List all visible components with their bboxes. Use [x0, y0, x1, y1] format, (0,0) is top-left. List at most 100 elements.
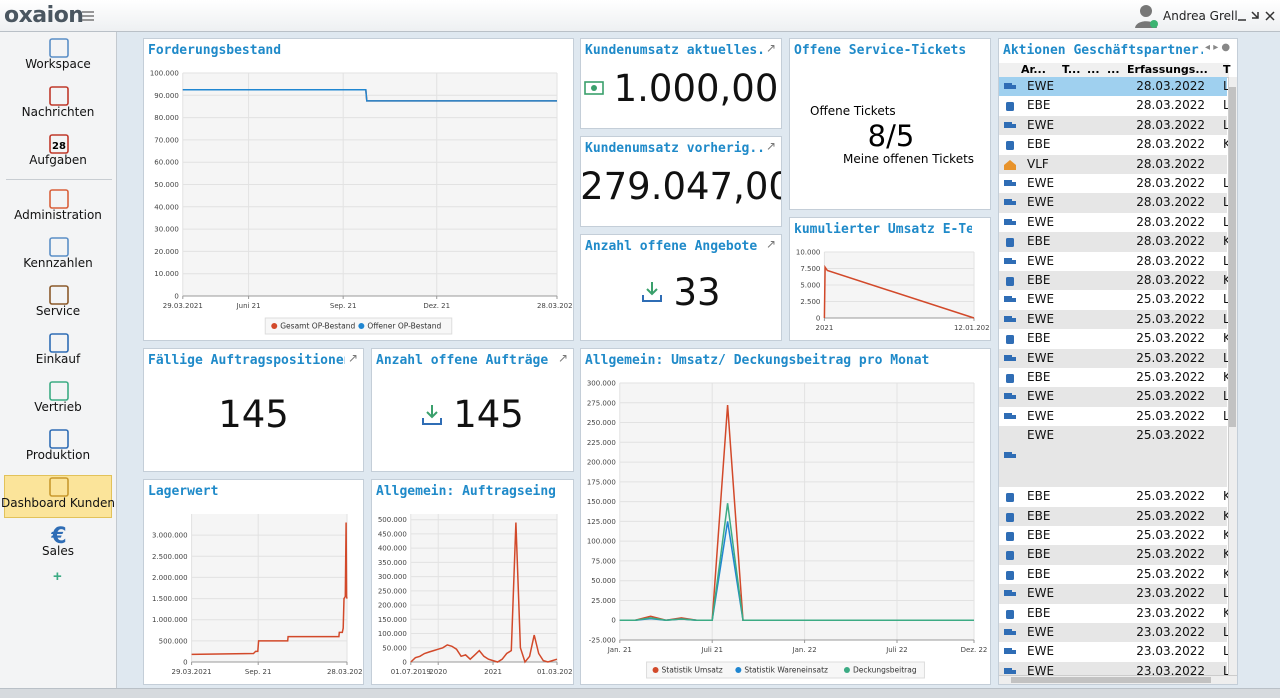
expand-icon[interactable]: ↗	[347, 351, 358, 365]
table-row[interactable]: EBE 28.03.2022 K	[999, 271, 1228, 291]
column-header[interactable]: ...	[1087, 63, 1100, 76]
icon-shape	[1012, 592, 1016, 597]
row-icon	[1004, 296, 1016, 303]
x-tick-label: 29.03.2021	[163, 302, 203, 310]
row-code: EBE	[1027, 547, 1051, 562]
icon-shape	[1004, 590, 1012, 597]
table-row[interactable]: EWE 25.03.2022 L	[999, 290, 1228, 310]
expand-icon[interactable]: ↗	[557, 351, 568, 365]
nav-icon[interactable]	[47, 476, 71, 498]
table-row[interactable]: EWE 25.03.2022 L	[999, 406, 1228, 427]
nav-label[interactable]: Sales	[42, 544, 74, 558]
row-extra: L	[1223, 215, 1228, 229]
table-nav[interactable]: ◂ ▸ ●	[1205, 42, 1231, 53]
nav-icon[interactable]	[47, 85, 71, 107]
nav-icon[interactable]	[47, 380, 71, 402]
table-row[interactable]: EWE 25.03.2022 L	[999, 348, 1228, 368]
icon-shape	[49, 477, 69, 497]
menu-icon[interactable]	[82, 10, 94, 22]
row-extra: L	[1223, 176, 1228, 190]
table-row[interactable]: EWE 23.03.2022 L	[999, 623, 1228, 643]
h-scroll-thumb[interactable]	[1011, 677, 1211, 683]
table-row[interactable]: EWE 25.03.2022 L	[999, 387, 1228, 407]
table-row[interactable]: EWE 28.03.2022 L	[999, 212, 1228, 233]
table-row[interactable]: EWE 25.03.2022	[999, 426, 1227, 488]
expand-icon[interactable]: ↗	[765, 237, 776, 251]
table-row[interactable]: EBE 23.03.2022 K	[999, 603, 1228, 623]
table-row[interactable]: EBE 25.03.2022 K	[999, 506, 1228, 526]
row-icon	[1004, 393, 1016, 400]
avatar[interactable]	[1134, 3, 1160, 29]
v-scroll-thumb[interactable]	[1229, 87, 1236, 427]
table-row[interactable]: EBE 28.03.2022 L	[999, 96, 1228, 116]
legend-label: Gesamt OP-Bestand	[280, 322, 355, 331]
table-row[interactable]: EWE 28.03.2022 L	[999, 174, 1228, 194]
add-button[interactable]: +	[53, 568, 62, 585]
nav-label[interactable]: Aufgaben	[29, 153, 87, 167]
user-name[interactable]: Andrea Grell	[1163, 9, 1238, 23]
nav-icon[interactable]: 28	[47, 133, 71, 155]
table-row[interactable]: EWE 28.03.2022 L	[999, 77, 1228, 97]
table-row[interactable]: EWE 28.03.2022 L	[999, 193, 1228, 213]
table-row[interactable]: EBE 25.03.2022 K	[999, 526, 1228, 546]
nav-icon[interactable]	[47, 37, 71, 59]
table-row[interactable]: EWE 25.03.2022 L	[999, 309, 1228, 330]
y-tick-label: 450.000	[378, 530, 407, 538]
legend-dot	[843, 667, 850, 673]
expand-icon[interactable]: ↗	[765, 139, 776, 153]
nav-label[interactable]: Workspace	[25, 57, 91, 71]
nav-label[interactable]: Nachrichten	[21, 105, 95, 119]
row-code: EBE	[1027, 137, 1051, 152]
row-extra: K	[1223, 547, 1228, 561]
table-row[interactable]: EWE 23.03.2022 L	[999, 642, 1228, 662]
table-row[interactable]: EWE 28.03.2022 L	[999, 115, 1228, 136]
table-row[interactable]: EBE 25.03.2022 K	[999, 545, 1228, 565]
nav-label[interactable]: Vertrieb	[34, 400, 82, 414]
nav-icon[interactable]: €	[47, 524, 71, 546]
table-row[interactable]: EBE 25.03.2022 K	[999, 368, 1228, 388]
column-header[interactable]: T...	[1062, 63, 1081, 76]
table-row[interactable]: EBE 28.03.2022 K	[999, 135, 1228, 155]
table-row[interactable]: EWE 23.03.2022 L	[999, 661, 1228, 677]
row-date: 28.03.2022	[1136, 253, 1205, 268]
x-tick-label: 28.03.2022	[327, 668, 363, 676]
icon-shape	[1012, 201, 1016, 206]
y-tick-label: 75.000	[591, 557, 616, 565]
tickets-label: Offene Tickets	[810, 104, 896, 118]
nav-icon[interactable]	[47, 236, 71, 258]
icon-shape	[1006, 609, 1014, 619]
row-code: EBE	[1027, 331, 1051, 346]
row-code: EWE	[1027, 663, 1055, 677]
row-icon	[1006, 609, 1014, 619]
table-row[interactable]: EBE 25.03.2022 K	[999, 329, 1228, 349]
table-row[interactable]: EBE 28.03.2022 K	[999, 232, 1228, 252]
nav-icon[interactable]	[47, 284, 71, 306]
nav-label[interactable]: Einkauf	[35, 352, 81, 366]
widget: Kundenumsatz vorherig... ↗ 279.047,00	[580, 136, 782, 227]
series-line	[619, 503, 974, 621]
nav-icon[interactable]	[47, 332, 71, 354]
table-row[interactable]: EBE 25.03.2022 K	[999, 564, 1228, 585]
row-date: 25.03.2022	[1136, 508, 1205, 523]
expand-icon[interactable]: ↗	[765, 41, 776, 55]
nav-icon[interactable]	[47, 188, 71, 210]
column-header[interactable]: Ar...	[1021, 63, 1046, 76]
table-row[interactable]: EBE 25.03.2022 K	[999, 487, 1228, 507]
y-tick-label: 60.000	[154, 159, 179, 167]
window-controls[interactable]	[1236, 8, 1278, 24]
nav-label[interactable]: Administration	[14, 208, 102, 222]
column-header[interactable]: T	[1223, 63, 1231, 76]
nav-label[interactable]: Kennzahlen	[23, 256, 93, 270]
x-tick-label: 01.07.2019	[391, 668, 431, 676]
table-row[interactable]: VLF 28.03.2022	[999, 154, 1227, 174]
nav-label[interactable]: Dashboard Kunden	[0, 496, 115, 510]
column-header[interactable]: ...	[1107, 63, 1120, 76]
column-header[interactable]: Erfassungs...	[1127, 63, 1208, 76]
nav-icon[interactable]	[47, 428, 71, 450]
nav-label[interactable]: Service	[35, 304, 81, 318]
nav-label[interactable]: Produktion	[25, 448, 91, 462]
y-tick-label: 175.000	[587, 478, 616, 486]
table-row[interactable]: EWE 23.03.2022 L	[999, 584, 1228, 604]
row-code: EWE	[1027, 176, 1055, 190]
table-row[interactable]: EWE 28.03.2022 L	[999, 251, 1228, 271]
